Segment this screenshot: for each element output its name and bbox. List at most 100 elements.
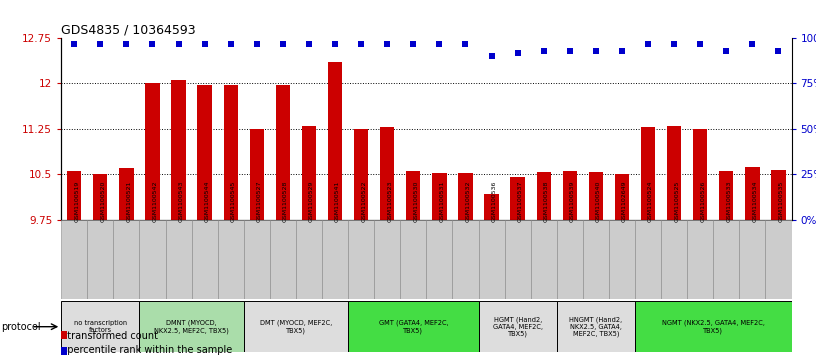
Bar <box>61 301 140 352</box>
Text: GSM1100525: GSM1100525 <box>674 181 679 222</box>
Text: GSM1100541: GSM1100541 <box>335 181 340 222</box>
Text: GSM1100543: GSM1100543 <box>179 180 184 222</box>
Text: GSM1100529: GSM1100529 <box>309 180 314 222</box>
Bar <box>635 220 661 299</box>
Text: GSM1100521: GSM1100521 <box>126 181 131 222</box>
Text: DMT (MYOCD, MEF2C,
TBX5): DMT (MYOCD, MEF2C, TBX5) <box>259 320 332 334</box>
Text: GSM1100531: GSM1100531 <box>439 181 445 222</box>
Point <box>251 41 264 46</box>
Point <box>694 41 707 46</box>
Bar <box>693 129 707 220</box>
Point <box>355 41 368 46</box>
Bar <box>244 301 348 352</box>
Text: percentile rank within the sample: percentile rank within the sample <box>61 345 233 355</box>
Bar <box>530 220 557 299</box>
Point <box>641 41 654 46</box>
Point <box>146 41 159 46</box>
Bar <box>61 347 67 355</box>
Bar <box>87 220 113 299</box>
Text: GSM1100528: GSM1100528 <box>283 181 288 222</box>
Point <box>537 48 550 54</box>
Point <box>224 41 237 46</box>
Text: GSM1100526: GSM1100526 <box>700 181 705 222</box>
Text: GSM1100544: GSM1100544 <box>205 180 210 222</box>
Bar <box>713 220 739 299</box>
Point <box>720 48 733 54</box>
Bar <box>250 129 264 220</box>
Text: GSM1100530: GSM1100530 <box>414 181 419 222</box>
Bar <box>478 301 557 352</box>
Bar <box>478 220 504 299</box>
Bar <box>426 220 452 299</box>
Text: GSM1100540: GSM1100540 <box>596 181 601 222</box>
Bar <box>609 220 635 299</box>
Text: no transcription
factors: no transcription factors <box>73 320 126 333</box>
Text: GSM1102649: GSM1102649 <box>622 180 627 222</box>
Text: GSM1100536: GSM1100536 <box>491 181 497 222</box>
Point <box>68 41 81 46</box>
Text: GSM1100519: GSM1100519 <box>74 181 79 222</box>
Bar <box>687 220 713 299</box>
Bar <box>218 220 244 299</box>
Text: GSM1100545: GSM1100545 <box>231 181 236 222</box>
Bar <box>166 220 192 299</box>
Text: HNGMT (Hand2,
NKX2.5, GATA4,
MEF2C, TBX5): HNGMT (Hand2, NKX2.5, GATA4, MEF2C, TBX5… <box>570 316 623 337</box>
Bar <box>61 220 87 299</box>
Bar <box>113 220 140 299</box>
Bar <box>192 220 218 299</box>
Bar <box>224 85 238 220</box>
Point <box>667 41 681 46</box>
Text: GSM1100537: GSM1100537 <box>517 180 523 222</box>
Bar <box>140 220 166 299</box>
Bar <box>322 220 348 299</box>
Point <box>563 48 576 54</box>
Text: GSM1100527: GSM1100527 <box>257 180 262 222</box>
Text: GSM1100520: GSM1100520 <box>100 181 105 222</box>
Bar <box>61 331 67 339</box>
Point <box>459 41 472 46</box>
Bar <box>171 81 186 220</box>
Text: GSM1100524: GSM1100524 <box>648 180 653 222</box>
Text: GSM1100533: GSM1100533 <box>726 180 731 222</box>
Bar <box>354 129 368 220</box>
Point <box>746 41 759 46</box>
Bar <box>276 85 290 220</box>
Bar <box>537 172 551 220</box>
Bar <box>119 168 134 220</box>
Bar <box>511 177 525 220</box>
Text: HGMT (Hand2,
GATA4, MEF2C,
TBX5): HGMT (Hand2, GATA4, MEF2C, TBX5) <box>493 316 543 337</box>
Point <box>94 41 107 46</box>
Point <box>381 41 394 46</box>
Bar <box>302 126 316 220</box>
Bar <box>270 220 296 299</box>
Bar <box>667 126 681 220</box>
Point <box>772 48 785 54</box>
Point <box>407 41 420 46</box>
Point <box>432 41 446 46</box>
Bar <box>401 220 426 299</box>
Point <box>303 41 316 46</box>
Text: GSM1100532: GSM1100532 <box>465 180 471 222</box>
Bar <box>328 62 342 220</box>
Bar <box>583 220 609 299</box>
Point <box>277 41 290 46</box>
Text: GSM1100522: GSM1100522 <box>361 180 366 222</box>
Point <box>589 48 602 54</box>
Point <box>198 41 211 46</box>
Point <box>329 41 342 46</box>
Text: GDS4835 / 10364593: GDS4835 / 10364593 <box>61 24 196 37</box>
Bar <box>635 301 792 352</box>
Bar <box>375 220 401 299</box>
Text: GMT (GATA4, MEF2C,
TBX5): GMT (GATA4, MEF2C, TBX5) <box>379 320 448 334</box>
Bar <box>406 171 420 220</box>
Bar <box>771 170 786 220</box>
Text: GSM1100539: GSM1100539 <box>570 180 574 222</box>
Bar <box>459 173 472 220</box>
Text: transformed count: transformed count <box>61 331 158 341</box>
Point <box>511 50 524 56</box>
Bar <box>67 171 82 220</box>
Bar <box>244 220 270 299</box>
Text: protocol: protocol <box>1 322 41 332</box>
Text: GSM1100534: GSM1100534 <box>752 180 757 222</box>
Text: GSM1100538: GSM1100538 <box>543 181 548 222</box>
